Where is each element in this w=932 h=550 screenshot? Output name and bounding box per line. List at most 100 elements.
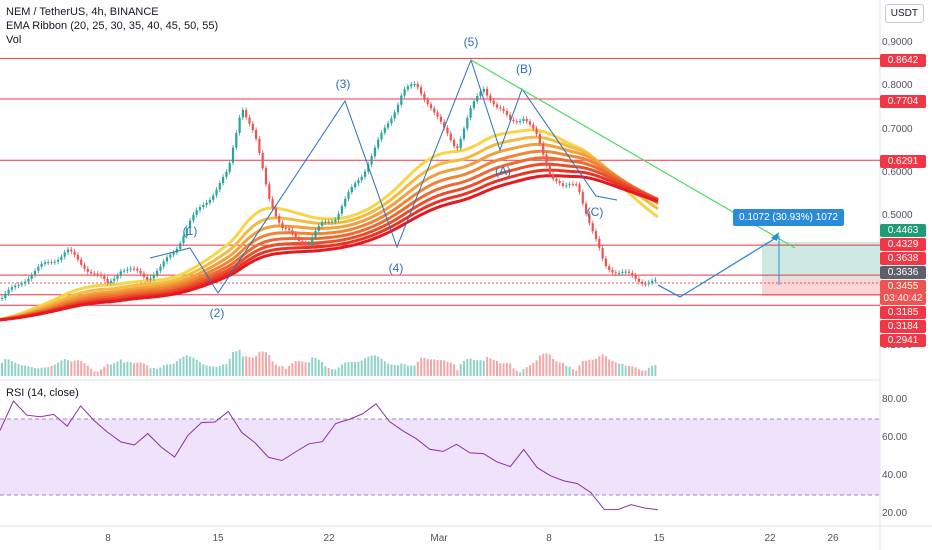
candle-body: [555, 178, 558, 182]
candle-body: [390, 118, 393, 124]
candle-body: [548, 164, 551, 175]
candle-body: [387, 123, 390, 128]
candle-body: [396, 104, 400, 113]
volume-bar: [212, 366, 215, 376]
volume-bar: [4, 358, 7, 376]
candle-body: [413, 83, 416, 85]
candle-body: [113, 278, 116, 281]
volume-bar: [34, 368, 36, 376]
candle-body: [354, 183, 357, 187]
volume-bar: [255, 355, 258, 376]
volume-bar: [344, 362, 347, 376]
candle-body: [76, 254, 79, 260]
volume-bar: [364, 358, 366, 376]
volume-bar: [251, 357, 254, 376]
rsi-legend[interactable]: RSI (14, close): [6, 387, 79, 399]
volume-bar: [205, 365, 208, 376]
candle-body: [453, 140, 456, 147]
volume-bar: [113, 363, 116, 376]
volume-bar: [558, 362, 561, 376]
candle-body: [93, 273, 96, 275]
rsi-overbought-oversold-band: [0, 419, 880, 495]
symbol-title: NEM / TetherUS, 4h, BINANCE: [6, 6, 159, 18]
candle-body: [0, 297, 4, 299]
price-tag: 03:40:42: [880, 292, 926, 305]
price-axis-tick: 0.7000: [882, 123, 913, 135]
volume-bar: [281, 365, 284, 376]
candle-body: [182, 236, 185, 244]
volume-bar: [93, 371, 96, 376]
volume-bar: [641, 370, 644, 376]
volume-bar: [245, 356, 248, 376]
currency-button[interactable]: USDT: [884, 4, 924, 23]
candle-body: [271, 198, 274, 209]
volume-bar: [123, 362, 126, 376]
volume-bar: [499, 363, 502, 376]
candle-body: [472, 101, 475, 108]
projection-path: [657, 235, 780, 298]
volume-bar: [595, 358, 597, 376]
candle-body: [4, 293, 7, 298]
volume-bar: [492, 359, 495, 376]
candle-body: [482, 88, 485, 92]
volume-bar: [274, 364, 277, 376]
candle-body: [189, 220, 192, 228]
volume-bar: [314, 357, 317, 376]
volume-bar: [20, 365, 23, 376]
volume-bar: [598, 356, 601, 376]
candle-body: [591, 223, 594, 232]
volume-bar: [423, 357, 426, 376]
volume-bar: [433, 359, 436, 376]
candle-body: [532, 124, 535, 129]
volume-bar: [129, 362, 132, 376]
volume-bar: [463, 361, 465, 376]
wave-label: (A): [495, 164, 511, 178]
volume-bar: [647, 367, 650, 376]
date-axis-tick: 8: [546, 533, 552, 544]
volume-bar: [1, 362, 3, 376]
volume-bar: [90, 368, 93, 376]
volume-bar: [103, 366, 106, 376]
date-axis-tick: 22: [764, 533, 776, 544]
volume-bar: [535, 360, 538, 376]
price-tag: 0.3184: [880, 320, 926, 333]
volume-bar: [37, 368, 40, 376]
volume-bar: [169, 364, 172, 376]
volume-bar: [271, 361, 274, 376]
volume-bar: [294, 361, 297, 376]
candle-body: [215, 189, 218, 196]
price-axis-tick: 0.8000: [882, 80, 913, 92]
ema-ribbon-legend[interactable]: EMA Ribbon (20, 25, 30, 35, 40, 45, 50, …: [6, 20, 219, 32]
candle-body: [644, 283, 647, 285]
volume-bar: [228, 358, 231, 376]
volume-bar: [159, 367, 162, 376]
candle-body: [634, 275, 637, 279]
volume-bar: [195, 359, 198, 376]
volume-bar: [585, 360, 588, 376]
candle-body: [344, 198, 347, 207]
candle-body: [63, 252, 66, 257]
candle-body: [307, 243, 310, 245]
wave-label: (5): [463, 35, 479, 49]
volume-bar: [304, 362, 307, 376]
candle-body: [136, 268, 139, 271]
volume-bar: [327, 367, 330, 376]
candle-body: [156, 270, 159, 276]
candle-body: [535, 128, 538, 135]
candle-body: [146, 276, 149, 280]
volume-bar: [449, 362, 452, 376]
volume-legend[interactable]: Vol: [6, 34, 22, 46]
volume-bar: [604, 356, 607, 376]
volume-bar: [538, 355, 541, 376]
projection-label: 0.1072 (30.93%) 1072: [733, 209, 844, 226]
candle-body: [235, 132, 238, 148]
ema-ribbon-line: [0, 149, 659, 322]
candle-body: [542, 143, 545, 155]
candle-body: [469, 107, 472, 118]
volume-bar: [532, 362, 535, 376]
volume-bar: [225, 364, 228, 376]
candle-body: [525, 118, 528, 122]
candle-body: [238, 117, 241, 133]
candle-body: [175, 248, 178, 253]
